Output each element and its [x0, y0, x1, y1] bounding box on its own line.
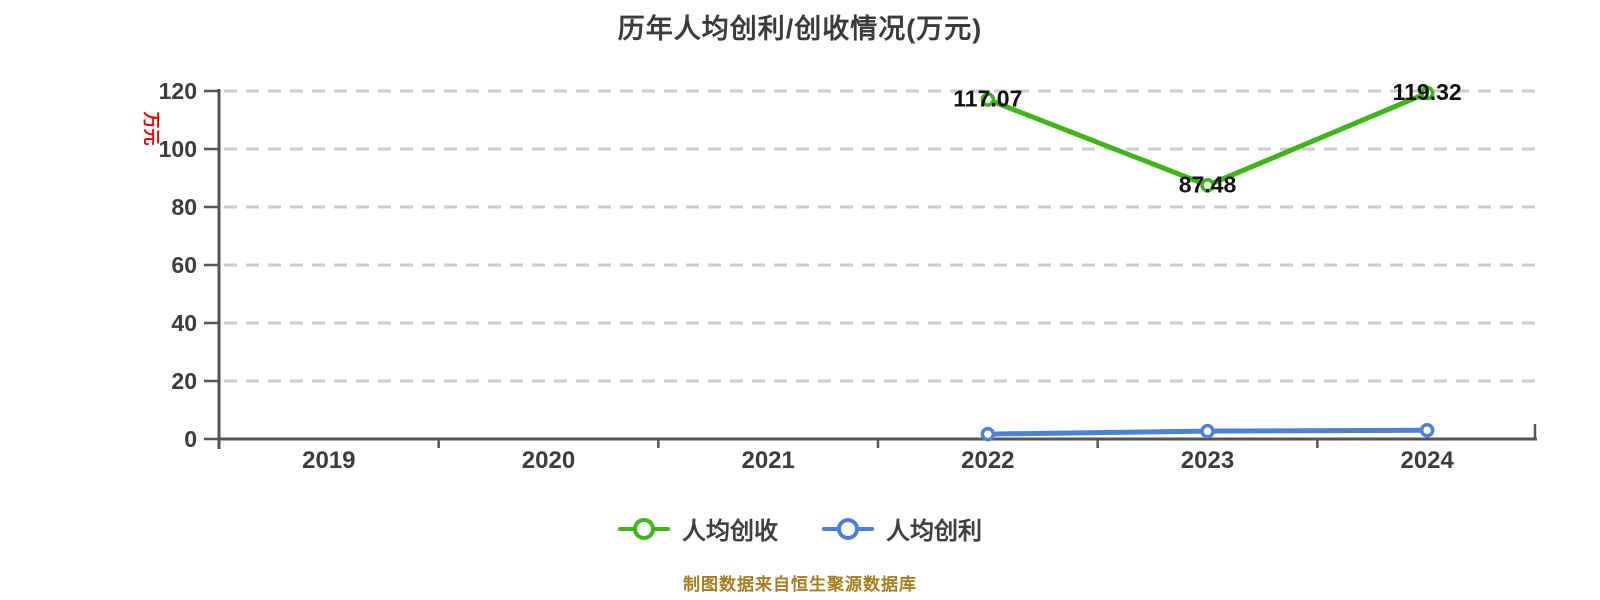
x-tick-label: 2023: [1181, 447, 1234, 474]
y-tick-label: 0: [184, 426, 197, 452]
legend: 人均创收 人均创利: [0, 511, 1600, 546]
x-tick-label: 2024: [1400, 447, 1454, 474]
x-tick-label: 2019: [302, 447, 355, 474]
data-point-marker: [1200, 178, 1215, 193]
y-tick-label: 120: [159, 78, 197, 104]
y-tick-label: 20: [171, 368, 197, 394]
chart-title: 历年人均创利/创收情况(万元): [617, 14, 983, 44]
line-marker-icon: [618, 517, 670, 541]
y-tick-label: 60: [171, 252, 197, 278]
data-point-marker: [1419, 423, 1435, 438]
line-marker-icon: [822, 517, 874, 541]
legend-item-per-capita-profit[interactable]: 人均创利: [822, 511, 982, 546]
data-point-marker: [1200, 423, 1215, 439]
data-source-note: 制图数据来自恒生聚源数据库: [683, 575, 917, 594]
x-tick-label: 2020: [522, 447, 575, 474]
legend-label: 人均创利: [886, 518, 982, 545]
data-point-label: 117.07: [953, 85, 1022, 111]
x-tick-label: 2021: [741, 447, 794, 474]
x-tick-label: 2022: [961, 447, 1014, 474]
legend-label: 人均创收: [682, 518, 778, 545]
data-point-marker: [980, 92, 996, 107]
data-point-marker: [980, 426, 996, 442]
y-tick-label: 40: [171, 310, 197, 336]
legend-item-per-capita-revenue[interactable]: 人均创收: [618, 511, 778, 546]
data-point-label: 87.48: [1179, 171, 1237, 197]
data-point-label: 119.32: [1393, 79, 1462, 105]
data-point-marker: [1419, 85, 1435, 101]
y-tick-label: 100: [159, 136, 197, 162]
y-tick-label: 80: [171, 194, 197, 220]
